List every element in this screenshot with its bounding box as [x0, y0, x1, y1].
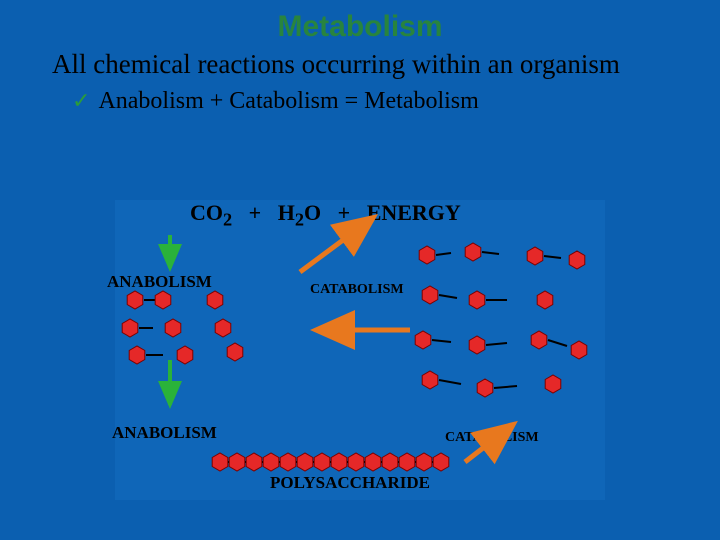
sugar-hexagon [297, 453, 313, 471]
sugar-hexagon [348, 453, 364, 471]
check-icon: ✓ [72, 88, 90, 114]
sugar-hexagon [129, 346, 145, 364]
slide: Metabolism All chemical reactions occurr… [0, 0, 720, 540]
sugar-hexagon [227, 343, 243, 361]
sugar-hexagon [229, 453, 245, 471]
bond-line [436, 253, 451, 255]
bullet-row: ✓ Anabolism + Catabolism = Metabolism [0, 80, 720, 115]
sugar-hexagon [331, 453, 347, 471]
sugar-hexagon [569, 251, 585, 269]
sugar-hexagon [527, 247, 543, 265]
sugar-hexagon [537, 291, 553, 309]
sugar-hexagon [127, 291, 143, 309]
slide-title: Metabolism [0, 0, 720, 44]
bond-line [482, 252, 499, 254]
sugar-hexagon [399, 453, 415, 471]
sugar-hexagon [465, 243, 481, 261]
bond-line [486, 343, 507, 345]
sugar-hexagon [122, 319, 138, 337]
sugar-hexagon [571, 341, 587, 359]
bond-line [432, 340, 451, 342]
sugar-hexagon [212, 453, 228, 471]
sugar-hexagon [382, 453, 398, 471]
bond-line [544, 256, 561, 258]
slide-subtitle: All chemical reactions occurring within … [0, 44, 720, 80]
bond-line [494, 386, 517, 388]
sugar-hexagon [422, 371, 438, 389]
sugar-hexagon [422, 286, 438, 304]
sugar-hexagon [165, 319, 181, 337]
bond-line [548, 340, 567, 346]
sugar-hexagon [531, 331, 547, 349]
bullet-text: Anabolism + Catabolism = Metabolism [98, 88, 478, 115]
sugar-hexagon [415, 331, 431, 349]
sugar-hexagon [477, 379, 493, 397]
sugar-hexagon [155, 291, 171, 309]
bond-line [439, 295, 457, 298]
arrow-catabolism-up [300, 220, 370, 272]
sugar-hexagon [419, 246, 435, 264]
sugar-hexagon [246, 453, 262, 471]
sugar-hexagon [469, 336, 485, 354]
sugar-hexagon [280, 453, 296, 471]
bond-line [439, 380, 461, 384]
sugar-hexagon [416, 453, 432, 471]
sugar-hexagon [215, 319, 231, 337]
sugar-hexagon [365, 453, 381, 471]
sugar-hexagon [314, 453, 330, 471]
metabolism-diagram: CO2 + H2O + ENERGY ANABOLISM CATABOLISM … [115, 200, 605, 500]
sugar-hexagon [207, 291, 223, 309]
sugar-hexagon [469, 291, 485, 309]
sugar-hexagon [433, 453, 449, 471]
sugar-hexagon [545, 375, 561, 393]
arrow-catabolism-br [465, 427, 510, 462]
sugar-hexagon [263, 453, 279, 471]
diagram-svg [115, 200, 605, 500]
sugar-hexagon [177, 346, 193, 364]
